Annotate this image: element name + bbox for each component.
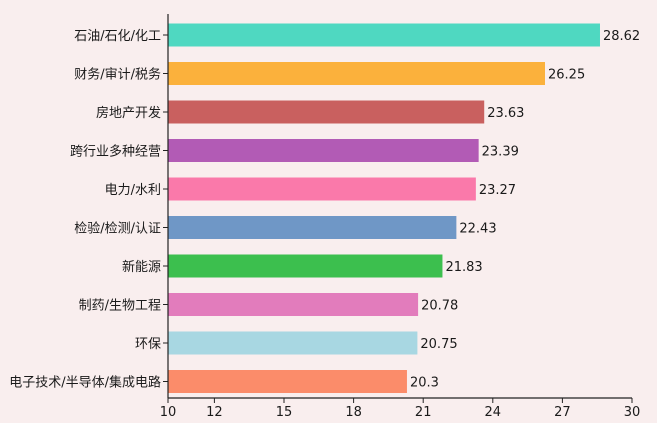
bar bbox=[168, 100, 485, 124]
data-label: 26.25 bbox=[548, 68, 585, 83]
y-tick-label: 跨行业多种经营 bbox=[70, 144, 161, 160]
y-tick-label: 电力/水利 bbox=[105, 183, 161, 198]
x-tick-label: 12 bbox=[206, 405, 223, 419]
data-label: 21.83 bbox=[445, 260, 482, 275]
data-label: 22.43 bbox=[459, 222, 496, 237]
data-label: 20.3 bbox=[410, 376, 439, 391]
bar bbox=[168, 293, 419, 316]
bar bbox=[168, 216, 457, 239]
x-tick-label: 15 bbox=[276, 405, 293, 419]
y-tick-label: 环保 bbox=[135, 337, 161, 352]
y-tick-label: 房地产开发 bbox=[96, 105, 161, 121]
x-tick-label: 18 bbox=[345, 405, 362, 419]
data-label: 23.63 bbox=[487, 106, 524, 121]
data-label: 20.78 bbox=[421, 299, 458, 314]
y-tick-label: 石油/石化/化工 bbox=[74, 29, 161, 44]
y-tick-label: 新能源 bbox=[122, 259, 161, 275]
y-tick-label: 财务/审计/税务 bbox=[74, 67, 161, 83]
x-tick-label: 10 bbox=[160, 405, 177, 419]
bars-layer: 28.62 26.25 23.63 23.39 23.27 22.43 21.83 20.78… bbox=[168, 23, 640, 393]
y-tick-label: 检验/检测/认证 bbox=[74, 221, 161, 237]
bar bbox=[168, 23, 600, 47]
x-tick-label: 21 bbox=[415, 405, 432, 419]
data-label: 28.62 bbox=[603, 29, 640, 44]
bar bbox=[168, 254, 443, 278]
data-label: 23.39 bbox=[482, 145, 519, 160]
data-label: 20.75 bbox=[420, 337, 457, 352]
x-tick-label: 24 bbox=[485, 405, 502, 419]
bar bbox=[168, 62, 545, 85]
x-tick-label: 27 bbox=[554, 405, 571, 419]
axes-layer: 石油/石化/化工财务/审计/税务房地产开发跨行业多种经营电力/水利检验/检测/认… bbox=[9, 14, 641, 420]
y-tick-label: 电子技术/半导体/集成电路 bbox=[9, 375, 161, 391]
bar bbox=[168, 370, 407, 393]
data-label: 23.27 bbox=[479, 183, 516, 198]
y-tick-label: 制药/生物工程 bbox=[79, 299, 161, 314]
bar bbox=[168, 139, 479, 162]
bar bbox=[168, 331, 418, 355]
bar bbox=[168, 177, 476, 201]
x-tick-label: 30 bbox=[624, 405, 641, 419]
